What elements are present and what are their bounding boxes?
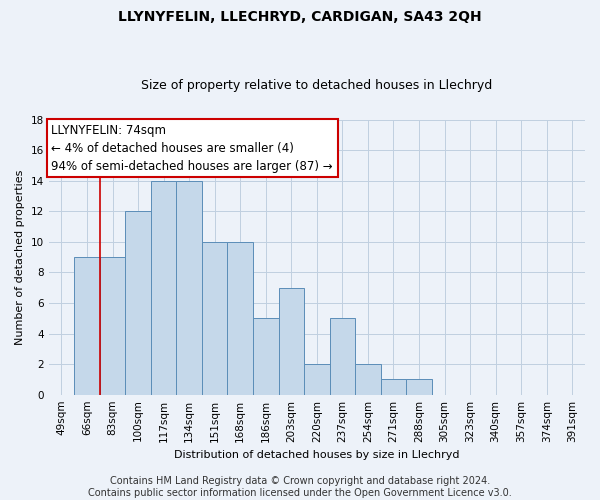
Text: LLYNYFELIN, LLECHRYD, CARDIGAN, SA43 2QH: LLYNYFELIN, LLECHRYD, CARDIGAN, SA43 2QH <box>118 10 482 24</box>
Bar <box>329 318 355 394</box>
Bar <box>202 242 227 394</box>
Text: Contains HM Land Registry data © Crown copyright and database right 2024.
Contai: Contains HM Land Registry data © Crown c… <box>88 476 512 498</box>
Bar <box>227 242 253 394</box>
Bar <box>406 380 432 394</box>
Title: Size of property relative to detached houses in Llechryd: Size of property relative to detached ho… <box>141 79 493 92</box>
Y-axis label: Number of detached properties: Number of detached properties <box>15 170 25 345</box>
Bar <box>278 288 304 395</box>
Bar <box>380 380 406 394</box>
Bar <box>100 257 125 394</box>
Bar <box>253 318 278 394</box>
X-axis label: Distribution of detached houses by size in Llechryd: Distribution of detached houses by size … <box>174 450 460 460</box>
Bar <box>304 364 329 394</box>
Bar <box>355 364 380 394</box>
Bar <box>74 257 100 394</box>
Text: LLYNYFELIN: 74sqm
← 4% of detached houses are smaller (4)
94% of semi-detached h: LLYNYFELIN: 74sqm ← 4% of detached house… <box>52 124 333 172</box>
Bar <box>151 180 176 394</box>
Bar <box>125 212 151 394</box>
Bar <box>176 180 202 394</box>
